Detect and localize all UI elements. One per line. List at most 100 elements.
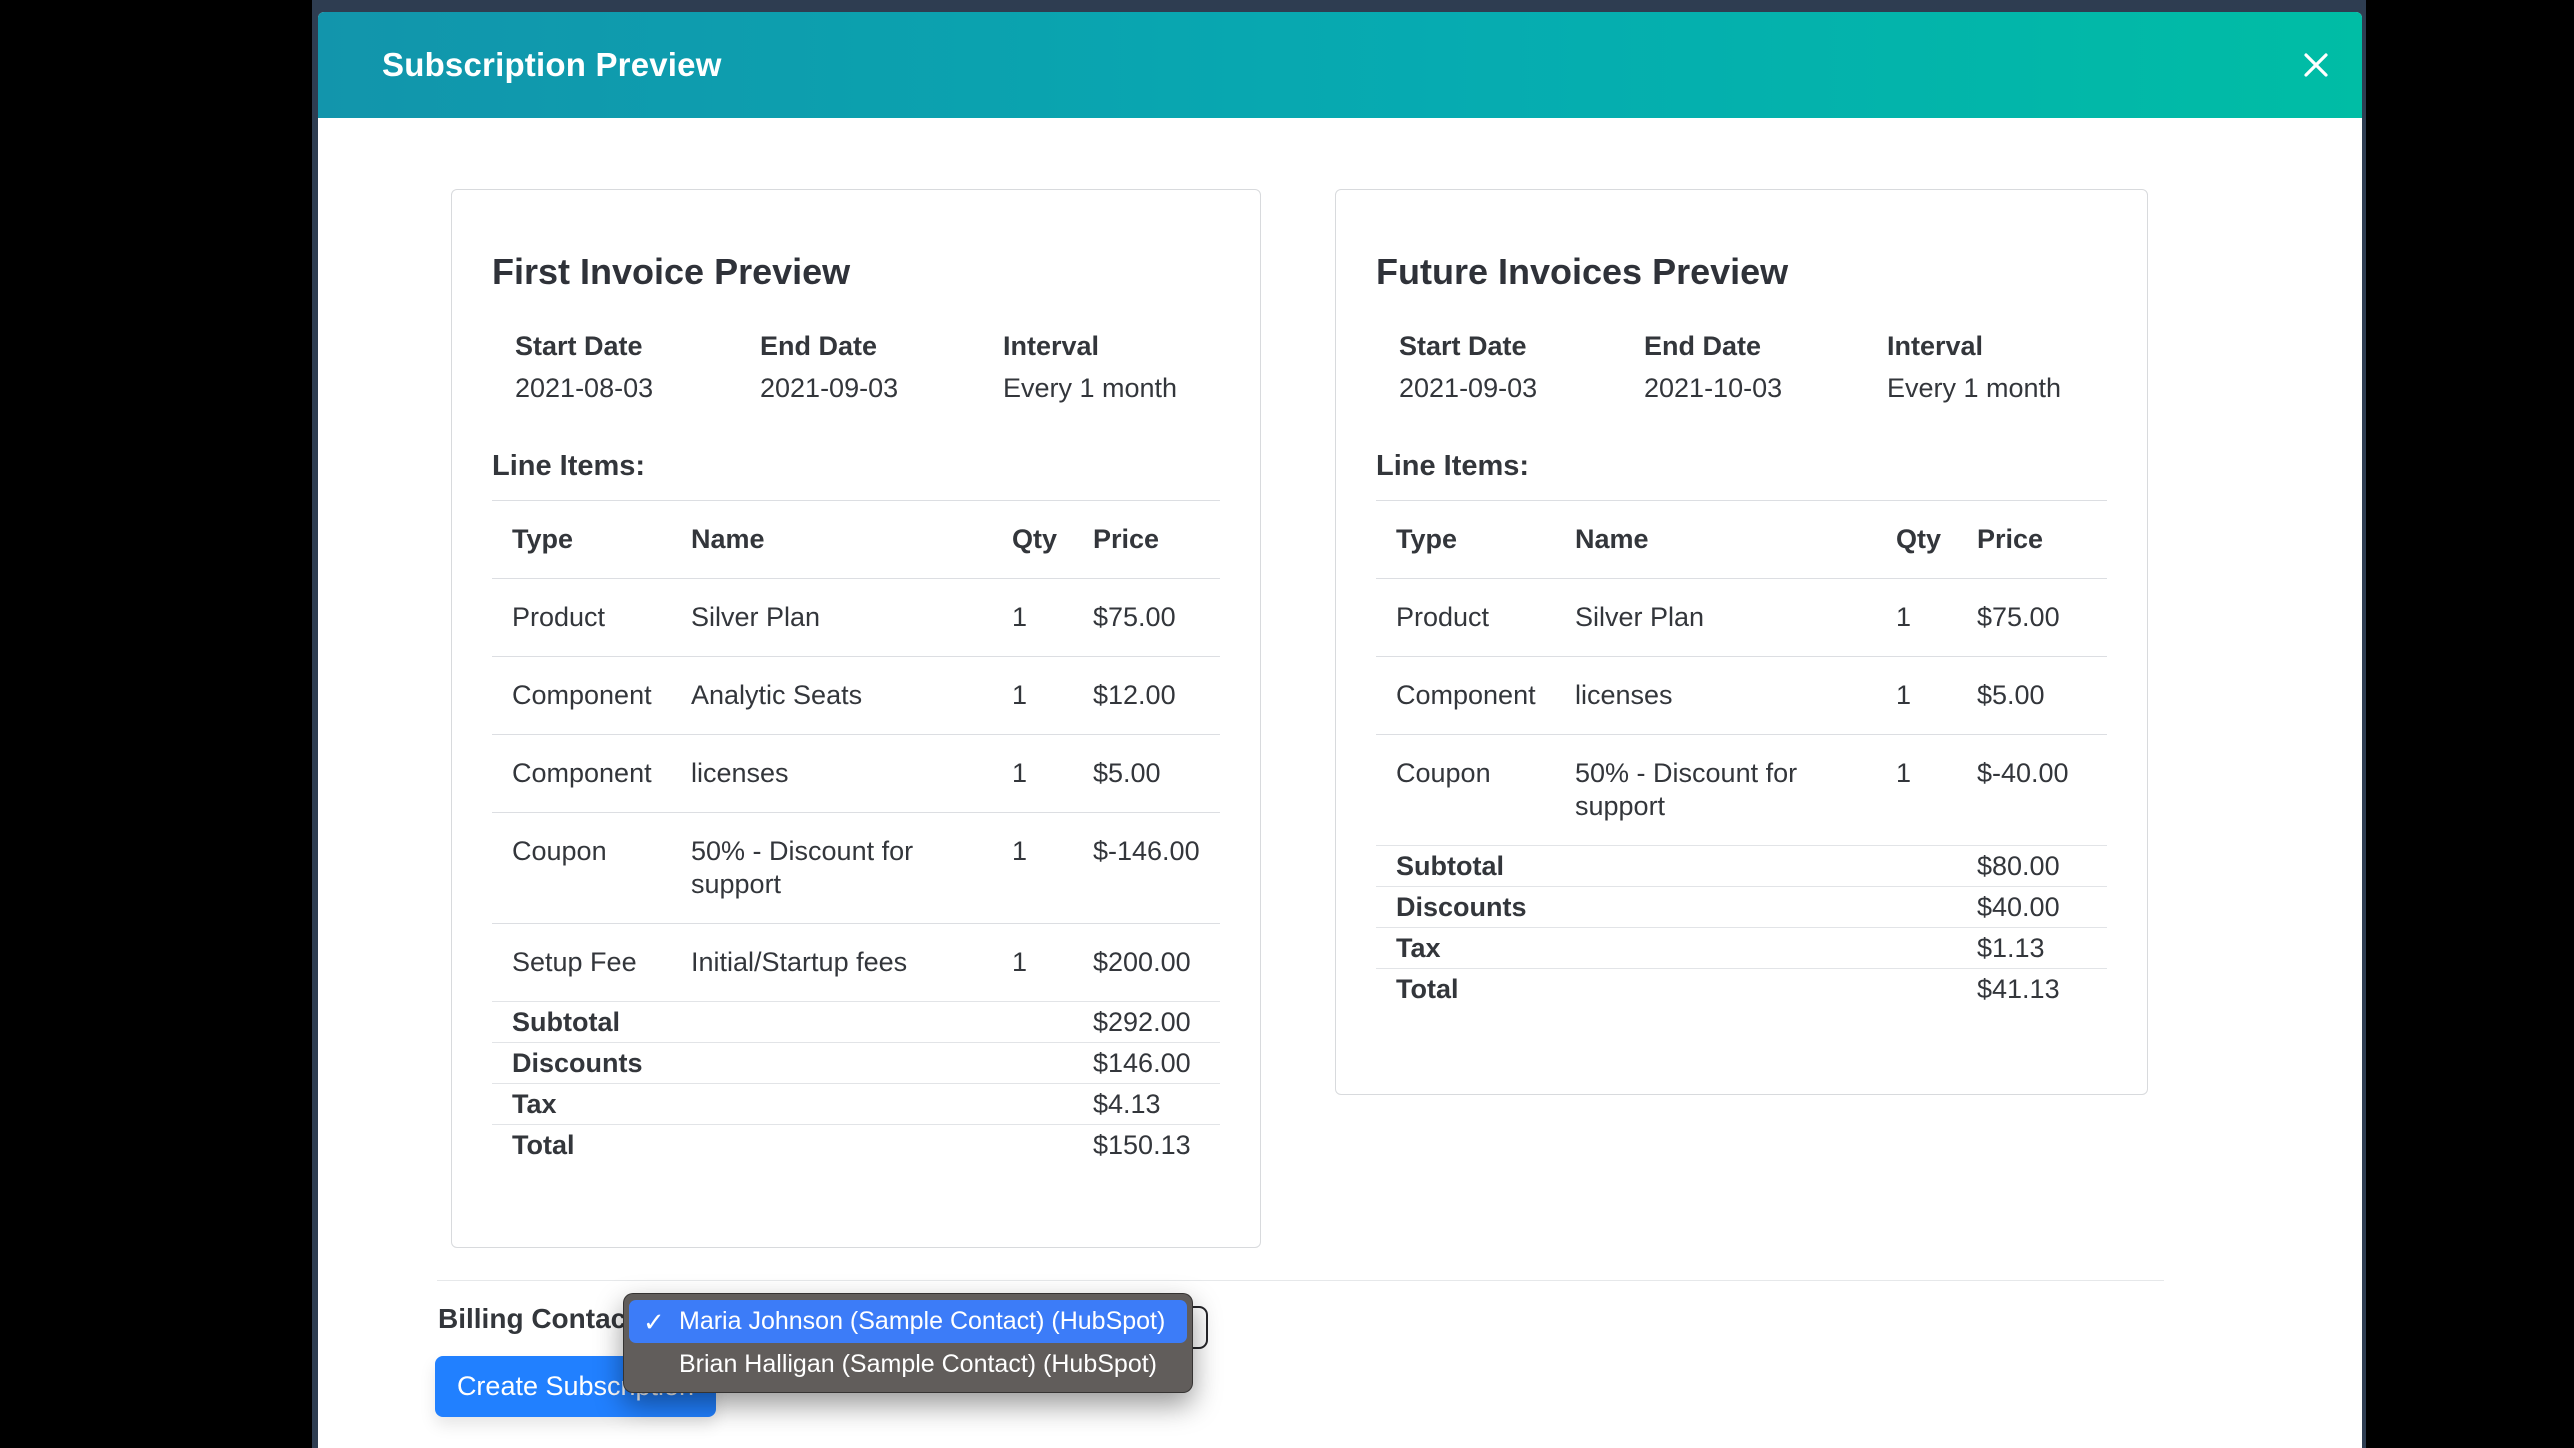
summary-row-tax: Tax $1.13 bbox=[1376, 927, 2107, 968]
first-invoice-title: First Invoice Preview bbox=[492, 251, 851, 292]
table-row: Component Analytic Seats 1 $12.00 bbox=[492, 656, 1220, 734]
cell-price: $75.00 bbox=[1093, 602, 1176, 632]
summary-value: $292.00 bbox=[1093, 1006, 1191, 1037]
cell-price: $75.00 bbox=[1977, 602, 2060, 632]
table-header-row: Type Name Qty Price bbox=[1376, 500, 2107, 578]
modal-header: Subscription Preview bbox=[318, 12, 2362, 118]
summary-row-tax: Tax $4.13 bbox=[492, 1083, 1220, 1124]
start-date-value: 2021-09-03 bbox=[1399, 373, 1538, 403]
footer-divider bbox=[437, 1280, 2164, 1281]
cell-name: 50% - Discount for support bbox=[691, 836, 914, 899]
cell-type: Product bbox=[512, 602, 606, 632]
billing-contact-dropdown-menu: ✓ Maria Johnson (Sample Contact) (HubSpo… bbox=[623, 1293, 1193, 1393]
table-header-row: Type Name Qty Price bbox=[492, 500, 1220, 578]
table-row: Component licenses 1 $5.00 bbox=[1376, 656, 2107, 734]
modal-title: Subscription Preview bbox=[382, 46, 722, 83]
table-row: Coupon 50% - Discount for support 1 $-14… bbox=[492, 812, 1220, 923]
cell-qty: 1 bbox=[1896, 758, 1912, 788]
summary-label: Discounts bbox=[512, 1047, 643, 1078]
cell-type: Coupon bbox=[1396, 758, 1491, 788]
cell-name: Initial/Startup fees bbox=[691, 947, 908, 977]
col-header-qty: Qty bbox=[1012, 524, 1058, 554]
table-row: Product Silver Plan 1 $75.00 bbox=[1376, 578, 2107, 656]
interval-label: Interval bbox=[1003, 331, 1100, 361]
start-date-label: Start Date bbox=[515, 331, 643, 361]
cell-qty: 1 bbox=[1012, 602, 1028, 632]
cell-name: Silver Plan bbox=[1575, 602, 1705, 632]
cell-price: $-146.00 bbox=[1093, 836, 1200, 866]
future-invoices-card: Future Invoices Preview Start Date 2021-… bbox=[1335, 189, 2148, 1095]
col-header-type: Type bbox=[512, 524, 574, 554]
first-invoice-dates: Start Date 2021-08-03 End Date 2021-09-0… bbox=[515, 330, 1220, 414]
cell-name: Analytic Seats bbox=[691, 680, 863, 710]
table-row: Component licenses 1 $5.00 bbox=[492, 734, 1220, 812]
dropdown-option-label: Maria Johnson (Sample Contact) (HubSpot) bbox=[679, 1307, 1166, 1335]
dropdown-option-brian-halligan[interactable]: Brian Halligan (Sample Contact) (HubSpot… bbox=[629, 1343, 1187, 1386]
dropdown-option-maria-johnson[interactable]: ✓ Maria Johnson (Sample Contact) (HubSpo… bbox=[629, 1300, 1187, 1343]
end-date-label: End Date bbox=[760, 331, 878, 361]
interval-value: Every 1 month bbox=[1887, 373, 2062, 403]
summary-row-total: Total $41.13 bbox=[1376, 968, 2107, 1009]
future-invoices-table: Type Name Qty Price Product Silver Plan … bbox=[1376, 500, 2107, 1009]
cell-name: licenses bbox=[691, 758, 789, 788]
summary-value: $146.00 bbox=[1093, 1047, 1191, 1078]
table-row: Setup Fee Initial/Startup fees 1 $200.00 bbox=[492, 923, 1220, 1001]
cell-qty: 1 bbox=[1012, 947, 1028, 977]
summary-label: Subtotal bbox=[1396, 850, 1504, 881]
table-row: Coupon 50% - Discount for support 1 $-40… bbox=[1376, 734, 2107, 845]
first-invoice-card: First Invoice Preview Start Date 2021-08… bbox=[451, 189, 1261, 1248]
interval-label: Interval bbox=[1887, 331, 1984, 361]
summary-row-subtotal: Subtotal $292.00 bbox=[492, 1001, 1220, 1042]
cell-type: Component bbox=[512, 680, 652, 710]
summary-row-discounts: Discounts $40.00 bbox=[1376, 886, 2107, 927]
table-row: Product Silver Plan 1 $75.00 bbox=[492, 578, 1220, 656]
summary-label: Tax bbox=[512, 1088, 557, 1119]
cell-type: Setup Fee bbox=[512, 947, 637, 977]
cell-price: $5.00 bbox=[1093, 758, 1161, 788]
line-items-heading: Line Items: bbox=[1376, 450, 1530, 482]
cell-type: Component bbox=[1396, 680, 1536, 710]
start-date-label: Start Date bbox=[1399, 331, 1527, 361]
cell-qty: 1 bbox=[1012, 680, 1028, 710]
summary-value: $150.13 bbox=[1093, 1129, 1191, 1160]
start-date-value: 2021-08-03 bbox=[515, 373, 654, 403]
summary-label: Total bbox=[1396, 973, 1459, 1004]
summary-row-subtotal: Subtotal $80.00 bbox=[1376, 845, 2107, 886]
summary-row-discounts: Discounts $146.00 bbox=[492, 1042, 1220, 1083]
close-icon[interactable] bbox=[2302, 51, 2330, 79]
first-invoice-table: Type Name Qty Price Product Silver Plan … bbox=[492, 500, 1220, 1165]
summary-value: $1.13 bbox=[1977, 932, 2045, 963]
summary-label: Total bbox=[512, 1129, 575, 1160]
summary-label: Discounts bbox=[1396, 891, 1527, 922]
end-date-value: 2021-10-03 bbox=[1644, 373, 1783, 403]
summary-value: $40.00 bbox=[1977, 891, 2060, 922]
cell-qty: 1 bbox=[1012, 836, 1028, 866]
col-header-qty: Qty bbox=[1896, 524, 1942, 554]
cell-name: 50% - Discount for support bbox=[1575, 758, 1798, 821]
col-header-type: Type bbox=[1396, 524, 1458, 554]
cell-price: $12.00 bbox=[1093, 680, 1176, 710]
summary-value: $4.13 bbox=[1093, 1088, 1161, 1119]
col-header-name: Name bbox=[1575, 524, 1649, 554]
cell-qty: 1 bbox=[1896, 602, 1912, 632]
cell-name: licenses bbox=[1575, 680, 1673, 710]
cell-qty: 1 bbox=[1896, 680, 1912, 710]
end-date-value: 2021-09-03 bbox=[760, 373, 899, 403]
summary-label: Subtotal bbox=[512, 1006, 620, 1037]
col-header-price: Price bbox=[1977, 524, 2044, 554]
line-items-heading: Line Items: bbox=[492, 450, 646, 482]
summary-value: $41.13 bbox=[1977, 973, 2060, 1004]
summary-row-total: Total $150.13 bbox=[492, 1124, 1220, 1165]
cell-name: Silver Plan bbox=[691, 602, 821, 632]
checkmark-icon: ✓ bbox=[643, 1306, 665, 1337]
cell-price: $5.00 bbox=[1977, 680, 2045, 710]
billing-contact-label: Billing Contact bbox=[438, 1303, 636, 1334]
future-invoices-dates: Start Date 2021-09-03 End Date 2021-10-0… bbox=[1399, 330, 2107, 414]
end-date-label: End Date bbox=[1644, 331, 1762, 361]
col-header-name: Name bbox=[691, 524, 765, 554]
cell-price: $-40.00 bbox=[1977, 758, 2069, 788]
cell-type: Coupon bbox=[512, 836, 607, 866]
cell-type: Product bbox=[1396, 602, 1490, 632]
cell-type: Component bbox=[512, 758, 652, 788]
